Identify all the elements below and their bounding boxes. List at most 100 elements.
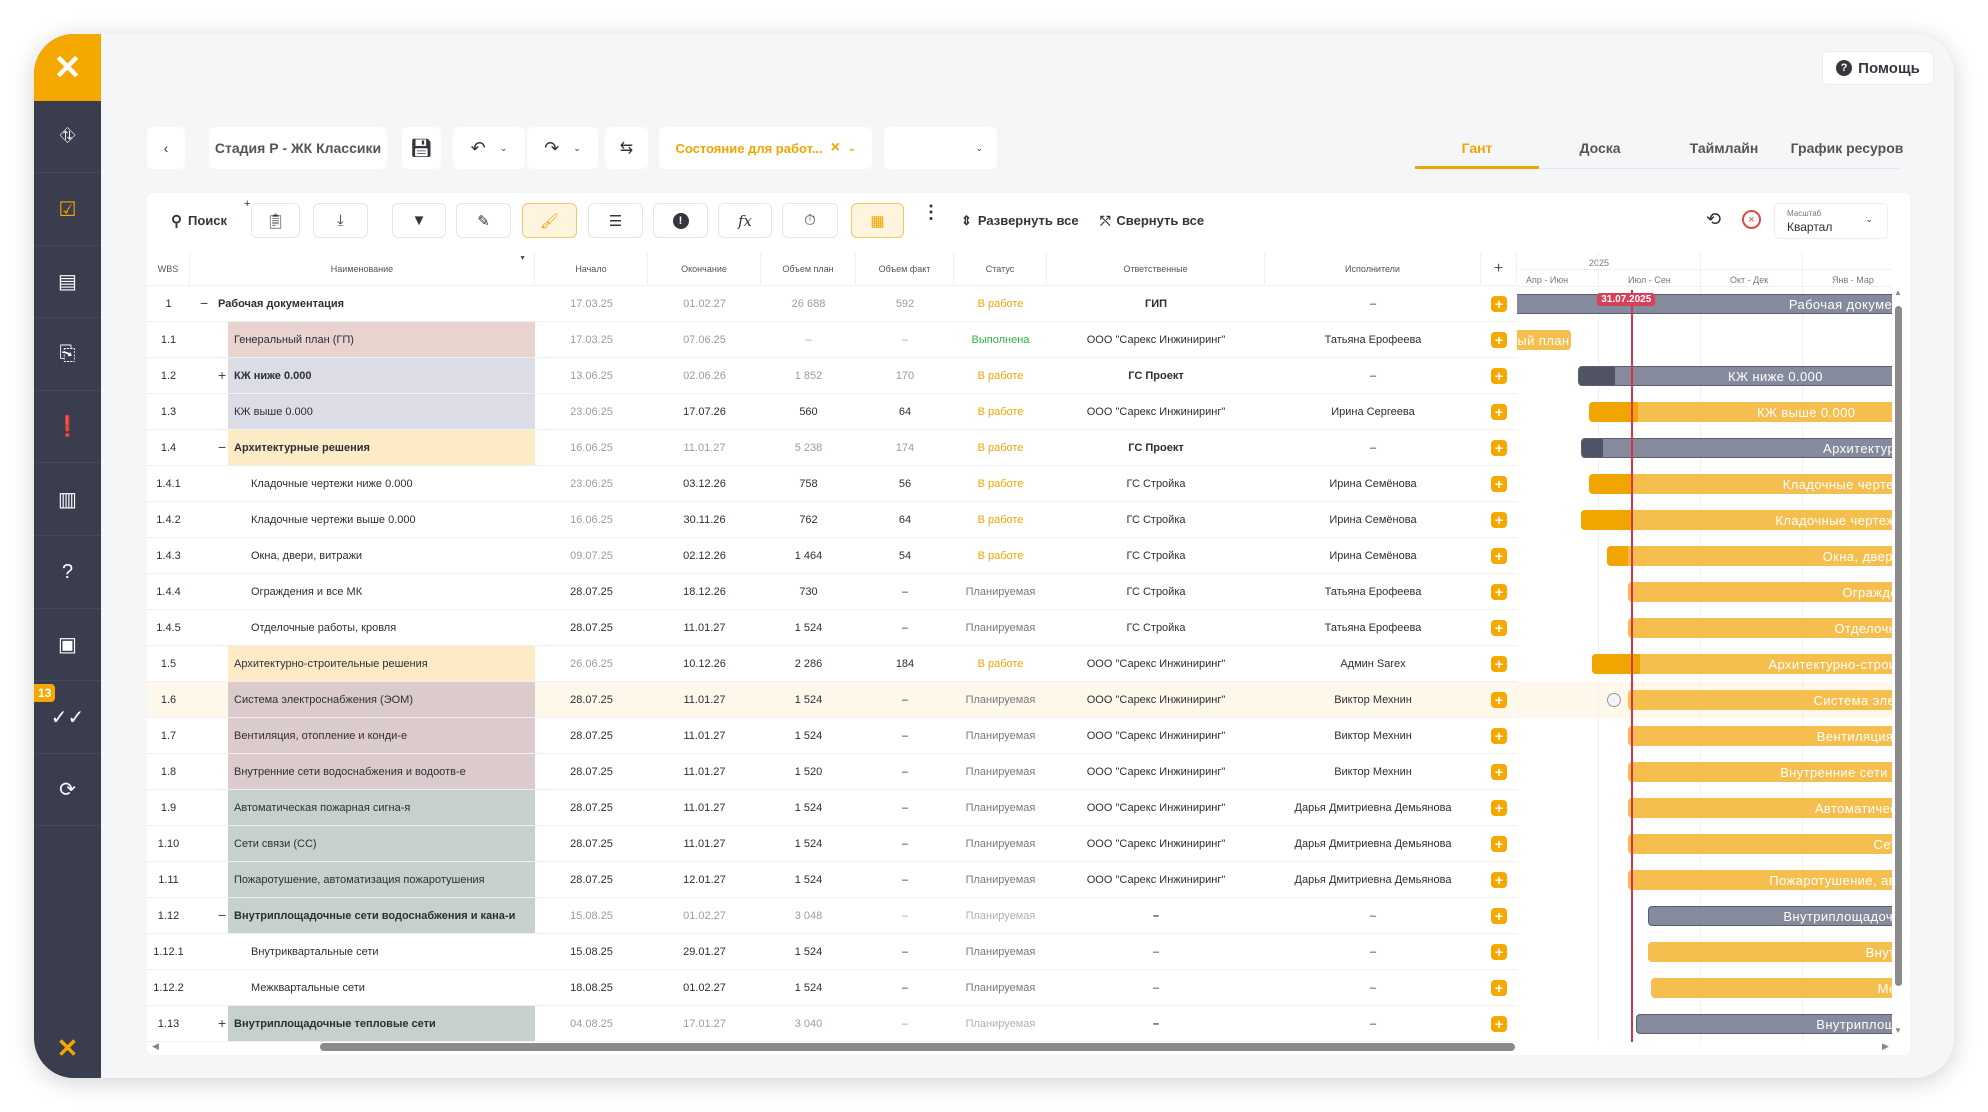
status-cell[interactable]: Планируемая (954, 790, 1047, 825)
gantt-bar[interactable]: Система электроснабжения (ЭОМ) (1627, 690, 1892, 710)
status-cell[interactable]: Планируемая (954, 574, 1047, 609)
sidebar-item-sync[interactable]: ⟳ (34, 754, 101, 827)
fact-volume-cell[interactable]: – (856, 826, 954, 861)
add-subtask-button[interactable]: + (1491, 655, 1507, 672)
status-cell[interactable]: Планируемая (954, 754, 1047, 789)
executors-cell[interactable]: Виктор Мехнин (1265, 754, 1481, 789)
add-subtask-button[interactable]: + (1491, 691, 1507, 708)
gantt-bar[interactable]: Отделочные работы, кровля (1627, 618, 1892, 638)
start-date-cell[interactable]: 28.07.25 (535, 862, 648, 897)
collapse-toggle-icon[interactable]: − (218, 439, 227, 455)
sidebar-item-catalog[interactable]: ▣ (34, 609, 101, 682)
fact-volume-cell[interactable]: – (856, 322, 954, 357)
executors-cell[interactable]: Дарья Дмитриевна Демьянова (1265, 826, 1481, 861)
add-plus-icon[interactable]: + (244, 198, 251, 210)
search-button[interactable]: ⚲ Поиск (171, 203, 227, 238)
wbs-cell[interactable]: 1.12 (147, 898, 190, 933)
expand-toggle-icon[interactable]: + (218, 367, 227, 383)
wbs-cell[interactable]: 1.12.1 (147, 934, 190, 969)
tab-board[interactable]: Доска (1579, 140, 1621, 156)
gantt-bar[interactable]: Архитектурно-строительные решения (1592, 654, 1892, 674)
wbs-cell[interactable]: 1.4.3 (147, 538, 190, 573)
plan-volume-cell[interactable]: 5 238 (761, 430, 856, 465)
fact-volume-cell[interactable]: – (856, 790, 954, 825)
plan-volume-cell[interactable]: 3 048 (761, 898, 856, 933)
plan-volume-cell[interactable]: 1 852 (761, 358, 856, 393)
wbs-cell[interactable]: 1.4 (147, 430, 190, 465)
end-date-cell[interactable]: 02.06.26 (648, 358, 761, 393)
sidebar-item-clipboard-alert[interactable]: ❗ (34, 391, 101, 464)
start-date-cell[interactable]: 28.07.25 (535, 754, 648, 789)
fact-volume-cell[interactable]: – (856, 574, 954, 609)
wbs-cell[interactable]: 1.8 (147, 754, 190, 789)
responsible-cell[interactable]: – (1047, 1006, 1265, 1041)
table-row[interactable]: 1.4.2 Кладочные чертежи выше 0.000 16.06.2… (147, 502, 1517, 538)
wbs-cell[interactable]: 1.9 (147, 790, 190, 825)
table-row[interactable]: 1.10 Сети связи (СС) 28.07.25 11.01.27 1 524… (147, 826, 1517, 862)
table-row[interactable]: 1.7 Вентиляция, отопление и конди-е 28.07.… (147, 718, 1517, 754)
name-cell[interactable]: − Архитектурные решения (190, 430, 535, 465)
status-cell[interactable]: Планируемая (954, 826, 1047, 861)
wbs-cell[interactable]: 1.5 (147, 646, 190, 681)
table-row[interactable]: 1.5 Архитектурно-строительные решения 26.0… (147, 646, 1517, 682)
gantt-bar[interactable]: Автоматическая пожарная сигна-я (1627, 798, 1892, 818)
gantt-bar[interactable]: КЖ ниже 0.000 (1577, 366, 1892, 386)
executors-cell[interactable]: – (1265, 934, 1481, 969)
end-date-cell[interactable]: 11.01.27 (648, 682, 761, 717)
start-date-cell[interactable]: 04.08.25 (535, 1006, 648, 1041)
tab-gantt[interactable]: Гант (1461, 140, 1493, 156)
gantt-bar[interactable]: Рабочая документация (1517, 294, 1892, 314)
plan-volume-cell[interactable]: 26 688 (761, 286, 856, 321)
start-date-cell[interactable]: 16.06.25 (535, 502, 648, 537)
swap-button[interactable]: ⇆ (605, 127, 648, 169)
plan-volume-cell[interactable]: 762 (761, 502, 856, 537)
sort-icon[interactable]: ▼ (519, 255, 526, 262)
scroll-left-icon[interactable]: ◀ (152, 1041, 159, 1051)
table-row[interactable]: 1.12.1 Внутриквартальные сети 15.08.25 29.0… (147, 934, 1517, 970)
add-subtask-button[interactable]: + (1491, 763, 1507, 780)
wbs-cell[interactable]: 1.13 (147, 1006, 190, 1041)
name-cell[interactable]: − Внутриплощадочные сети водоснабжения и … (190, 898, 535, 933)
highlight-button[interactable]: 🖌︎ (522, 203, 577, 238)
plan-volume-cell[interactable]: 1 524 (761, 682, 856, 717)
fact-volume-cell[interactable]: 592 (856, 286, 954, 321)
status-cell[interactable]: В работе (954, 502, 1047, 537)
end-date-cell[interactable]: 10.12.26 (648, 646, 761, 681)
table-row[interactable]: 1.6 Система электроснабжения (ЭОМ) 28.07.2… (147, 682, 1517, 718)
responsible-cell[interactable]: ГИП (1047, 286, 1265, 321)
executors-cell[interactable]: Админ Sarex (1265, 646, 1481, 681)
plan-volume-cell[interactable]: 1 524 (761, 934, 856, 969)
tab-timeline[interactable]: Таймлайн (1689, 140, 1759, 156)
app-logo-icon[interactable]: ✕ (34, 34, 101, 101)
name-cell[interactable]: Кладочные чертежи ниже 0.000 (190, 466, 535, 501)
start-date-cell[interactable]: 28.07.25 (535, 610, 648, 645)
name-cell[interactable]: Вентиляция, отопление и конди-е (190, 718, 535, 753)
status-cell[interactable]: Планируемая (954, 934, 1047, 969)
column-header-end[interactable]: Окончание (648, 253, 761, 285)
scroll-right-icon[interactable]: ▶ (1882, 1041, 1889, 1051)
name-cell[interactable]: Окна, двери, витражи (190, 538, 535, 573)
tab-resource-chart[interactable]: График ресуров (1790, 140, 1904, 156)
add-subtask-button[interactable]: + (1491, 871, 1507, 888)
responsible-cell[interactable]: ООО "Сарекс Инжиниринг" (1047, 394, 1265, 429)
vertical-scrollbar[interactable]: ▲ ▼ (1894, 288, 1902, 1036)
responsible-cell[interactable]: ГС Проект (1047, 430, 1265, 465)
add-subtask-button[interactable]: + (1491, 547, 1507, 564)
table-row[interactable]: 1.13 + Внутриплощадочные тепловые сети 04.0… (147, 1006, 1517, 1042)
name-cell[interactable]: Межквартальные сети (190, 970, 535, 1005)
end-date-cell[interactable]: 01.02.27 (648, 970, 761, 1005)
responsible-cell[interactable]: ООО "Сарекс Инжиниринг" (1047, 718, 1265, 753)
table-row[interactable]: 1.8 Внутренние сети водоснабжения и водоо… (147, 754, 1517, 790)
plan-volume-cell[interactable]: 1 524 (761, 718, 856, 753)
add-subtask-button[interactable]: + (1491, 979, 1507, 996)
column-header-status[interactable]: Статус (954, 253, 1047, 285)
sidebar-item-document[interactable]: ▤ (34, 246, 101, 319)
add-subtask-button[interactable]: + (1491, 403, 1507, 420)
name-cell[interactable]: Отделочные работы, кровля (190, 610, 535, 645)
filter-button[interactable]: ▼ (392, 203, 446, 238)
import-button[interactable]: ⤓ (313, 203, 368, 238)
responsible-cell[interactable]: ГС Стройка (1047, 574, 1265, 609)
end-date-cell[interactable]: 02.12.26 (648, 538, 761, 573)
gantt-align-button[interactable]: ☰ (588, 203, 643, 238)
executors-cell[interactable]: Виктор Мехнин (1265, 682, 1481, 717)
